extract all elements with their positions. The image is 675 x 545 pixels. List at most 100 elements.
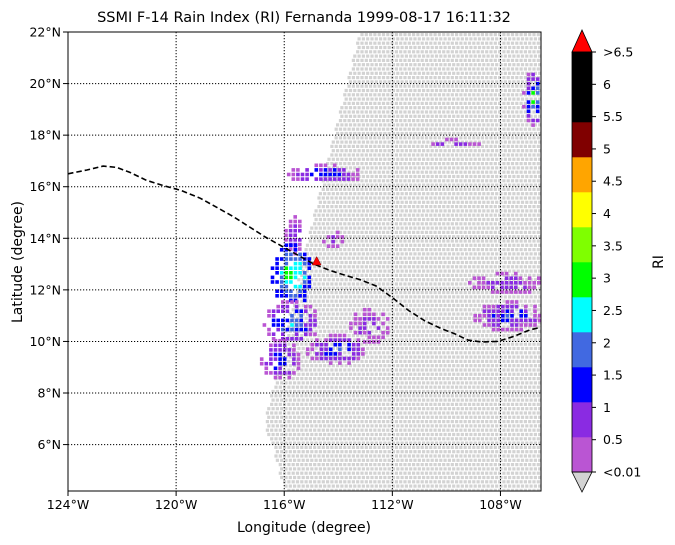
no-rain-pixel xyxy=(512,269,516,273)
no-rain-pixel xyxy=(486,114,490,118)
no-rain-pixel xyxy=(463,144,467,148)
no-rain-pixel xyxy=(373,144,377,148)
no-rain-pixel xyxy=(336,295,340,299)
no-rain-pixel xyxy=(465,174,469,179)
no-rain-pixel xyxy=(477,209,482,213)
no-rain-pixel xyxy=(455,291,459,295)
no-rain-pixel xyxy=(416,170,420,174)
no-rain-pixel xyxy=(430,312,434,316)
no-rain-pixel xyxy=(297,303,301,308)
no-rain-pixel xyxy=(374,140,378,144)
no-rain-pixel xyxy=(404,278,408,282)
no-rain-pixel xyxy=(383,355,387,359)
no-rain-pixel xyxy=(472,213,476,217)
no-rain-pixel xyxy=(360,256,364,260)
no-rain-pixel xyxy=(386,230,390,234)
no-rain-pixel xyxy=(413,415,417,419)
no-rain-pixel xyxy=(455,33,459,37)
no-rain-pixel xyxy=(416,119,420,123)
no-rain-pixel xyxy=(400,140,404,144)
no-rain-pixel xyxy=(529,183,533,187)
no-rain-pixel xyxy=(370,346,374,351)
no-rain-pixel xyxy=(490,88,494,93)
no-rain-pixel xyxy=(291,316,295,320)
no-rain-pixel xyxy=(356,84,360,88)
no-rain-pixel xyxy=(357,269,361,273)
no-rain-pixel xyxy=(338,170,343,174)
no-rain-pixel xyxy=(486,243,490,247)
no-rain-pixel xyxy=(331,252,335,256)
no-rain-pixel xyxy=(366,389,370,394)
no-rain-pixel xyxy=(310,321,314,325)
no-rain-pixel xyxy=(353,398,357,402)
no-rain-pixel xyxy=(502,394,506,398)
no-rain-pixel xyxy=(364,273,368,277)
no-rain-pixel xyxy=(443,381,447,385)
no-rain-pixel xyxy=(404,424,408,428)
no-rain-pixel xyxy=(330,420,334,424)
no-rain-pixel xyxy=(318,389,322,394)
no-rain-pixel xyxy=(340,398,344,402)
no-rain-pixel xyxy=(390,420,394,424)
no-rain-pixel xyxy=(340,131,344,136)
no-rain-pixel xyxy=(304,273,308,277)
no-rain-pixel xyxy=(360,205,364,209)
no-rain-pixel xyxy=(338,222,343,226)
no-rain-pixel xyxy=(486,157,490,161)
no-rain-pixel xyxy=(503,45,507,50)
no-rain-pixel xyxy=(394,342,398,346)
no-rain-pixel xyxy=(533,381,537,385)
no-rain-pixel xyxy=(430,149,434,153)
no-rain-pixel xyxy=(493,402,497,406)
no-rain-pixel xyxy=(409,303,413,308)
no-rain-pixel xyxy=(463,187,467,191)
no-rain-pixel xyxy=(386,265,390,269)
no-rain-pixel xyxy=(369,67,373,71)
no-rain-pixel xyxy=(280,389,284,394)
no-rain-pixel xyxy=(323,286,327,290)
no-rain-pixel xyxy=(533,174,537,179)
no-rain-pixel xyxy=(516,260,520,265)
no-rain-pixel xyxy=(373,265,377,269)
no-rain-pixel xyxy=(361,88,365,93)
no-rain-pixel xyxy=(493,377,497,381)
no-rain-pixel xyxy=(446,179,450,183)
no-rain-pixel xyxy=(361,407,365,411)
no-rain-pixel xyxy=(533,54,537,58)
no-rain-pixel xyxy=(366,140,370,144)
no-rain-pixel xyxy=(485,127,489,131)
no-rain-pixel xyxy=(486,63,490,67)
no-rain-pixel xyxy=(386,239,390,243)
no-rain-pixel xyxy=(422,140,426,144)
no-rain-pixel xyxy=(480,334,484,338)
no-rain-pixel xyxy=(412,394,416,398)
no-rain-pixel xyxy=(379,252,383,256)
no-rain-pixel xyxy=(437,187,441,191)
no-rain-pixel xyxy=(538,398,541,402)
no-rain-pixel xyxy=(495,260,499,265)
no-rain-pixel xyxy=(447,37,451,41)
no-rain-pixel xyxy=(338,316,343,320)
no-rain-pixel xyxy=(485,248,489,252)
no-rain-pixel xyxy=(502,127,506,131)
no-rain-pixel xyxy=(379,123,383,127)
no-rain-pixel xyxy=(442,144,446,148)
no-rain-pixel xyxy=(344,269,348,273)
no-rain-pixel xyxy=(400,295,404,299)
no-rain-pixel xyxy=(374,71,378,75)
no-rain-pixel xyxy=(386,50,390,54)
no-rain-pixel xyxy=(520,235,525,239)
no-rain-pixel xyxy=(473,97,477,101)
no-rain-pixel xyxy=(515,351,519,355)
no-rain-pixel xyxy=(426,415,430,419)
no-rain-pixel xyxy=(456,192,460,196)
no-rain-pixel xyxy=(459,256,463,260)
no-rain-pixel xyxy=(300,411,304,415)
no-rain-pixel xyxy=(482,209,486,213)
no-rain-pixel xyxy=(293,321,297,325)
no-rain-pixel xyxy=(407,411,411,415)
no-rain-pixel xyxy=(467,127,472,131)
no-rain-pixel xyxy=(442,33,446,37)
no-rain-pixel xyxy=(394,273,398,277)
no-rain-pixel xyxy=(373,127,377,131)
